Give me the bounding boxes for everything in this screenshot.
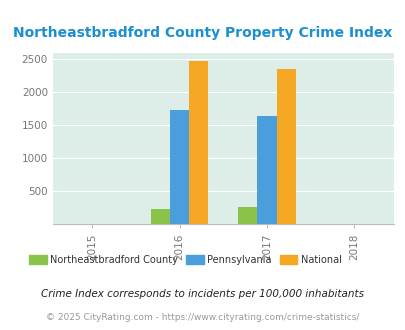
Bar xyxy=(189,61,208,224)
Bar xyxy=(257,116,276,224)
Text: © 2025 CityRating.com - https://www.cityrating.com/crime-statistics/: © 2025 CityRating.com - https://www.city… xyxy=(46,313,359,322)
Legend: Northeastbradford County, Pennsylvania, National: Northeastbradford County, Pennsylvania, … xyxy=(25,251,345,269)
Bar xyxy=(170,110,189,224)
Bar xyxy=(276,69,295,224)
Text: Northeastbradford County Property Crime Index: Northeastbradford County Property Crime … xyxy=(13,26,392,40)
Bar xyxy=(238,207,257,224)
Bar xyxy=(150,209,170,224)
Text: Crime Index corresponds to incidents per 100,000 inhabitants: Crime Index corresponds to incidents per… xyxy=(41,289,364,299)
